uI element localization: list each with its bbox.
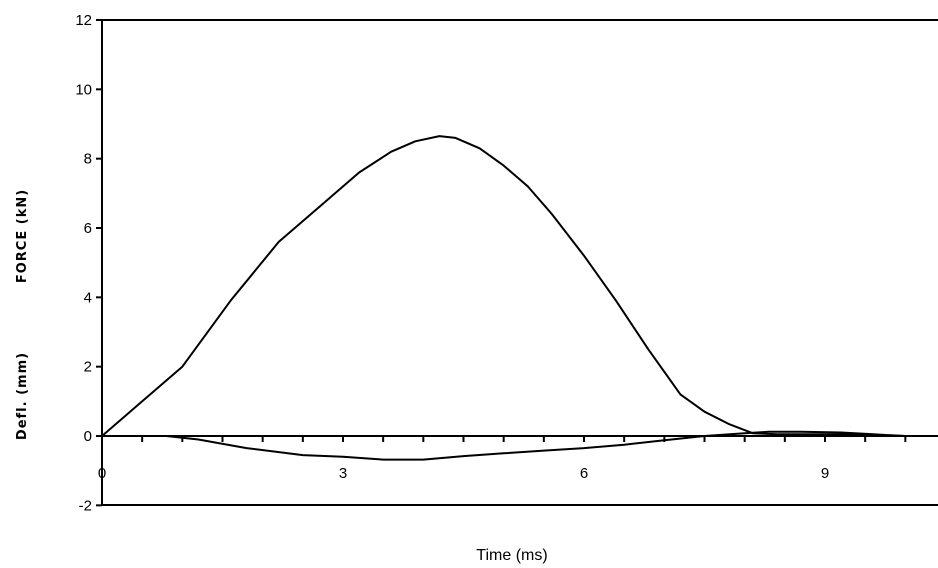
x-ticks: 0 3 6 9 <box>98 436 907 482</box>
x-tick-label: 3 <box>339 465 347 482</box>
x-axis-label: Time (ms) <box>476 547 547 564</box>
y-ticks: 12 10 8 6 4 2 0 -2 <box>75 12 102 514</box>
y-tick-label: -2 <box>79 497 92 514</box>
series-group <box>101 135 907 461</box>
x-tick-label: 0 <box>98 465 106 482</box>
y-axis-label-defl: Defl. (mm) <box>15 352 30 440</box>
y-tick-label: 0 <box>84 428 92 445</box>
y-tick-label: 6 <box>84 220 92 237</box>
y-tick-label: 2 <box>84 359 92 376</box>
y-tick-label: 4 <box>84 289 92 306</box>
x-tick-label: 6 <box>580 465 588 482</box>
y-tick-label: 8 <box>84 151 92 168</box>
force-series-line <box>101 135 907 437</box>
y-tick-label: 12 <box>75 12 92 29</box>
x-tick-label: 9 <box>821 465 829 482</box>
deflection-series-line <box>101 430 907 461</box>
axes <box>101 19 938 506</box>
y-axis-label-force: FORCE (kN) <box>15 189 30 283</box>
y-tick-label: 10 <box>75 81 92 98</box>
